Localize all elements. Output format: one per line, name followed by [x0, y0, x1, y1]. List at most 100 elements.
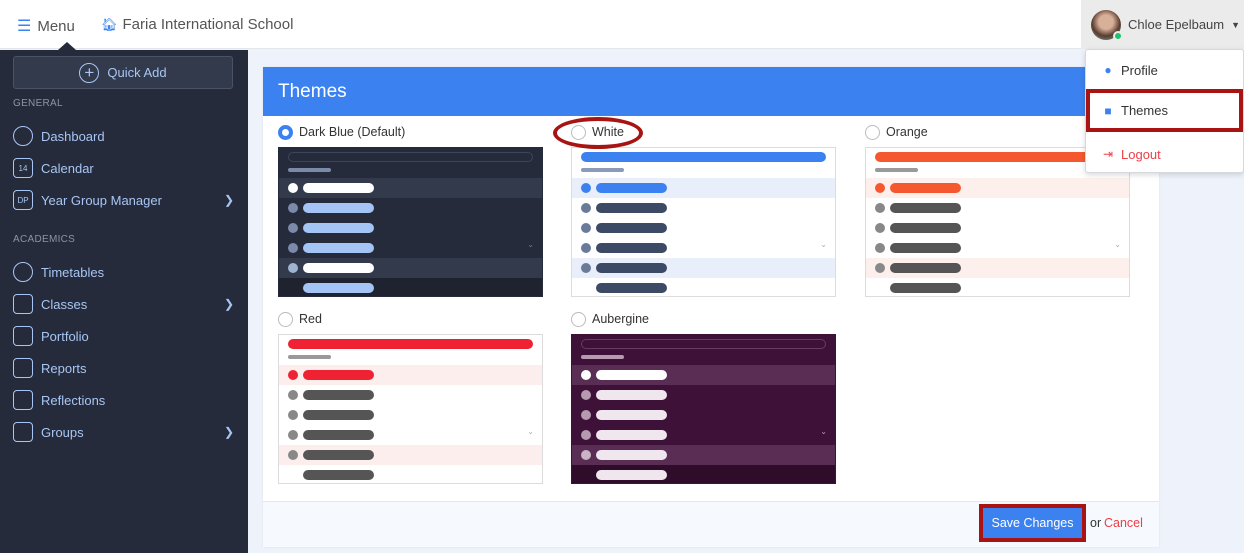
- themes-label: Themes: [1121, 103, 1168, 118]
- chevron-down-icon: ⌄: [1114, 240, 1121, 249]
- highlight-circle: [553, 117, 643, 149]
- preview-bar: [596, 430, 667, 440]
- caret-down-icon: ▼: [1231, 19, 1241, 30]
- chevron-down-icon: ⌄: [527, 427, 534, 436]
- theme-preview[interactable]: ⌄: [278, 334, 543, 484]
- sidebar-item-dashboard[interactable]: Dashboard: [13, 124, 238, 148]
- preview-bar: [303, 370, 374, 380]
- cancel-link[interactable]: Cancel: [1104, 516, 1143, 530]
- theme-preview[interactable]: ⌄: [278, 147, 543, 297]
- dp-book-icon: DP: [13, 190, 33, 210]
- theme-option-aubergine[interactable]: Aubergine ⌄: [571, 310, 836, 484]
- sidebar-item-label: Timetables: [41, 264, 105, 280]
- user-menu-toggle[interactable]: Chloe Epelbaum ▼: [1081, 0, 1244, 49]
- preview-row: [279, 278, 542, 296]
- home-icon: 🏠︎: [101, 16, 118, 32]
- sidebar-item-label: Calendar: [41, 160, 94, 176]
- preview-dot: [288, 410, 298, 420]
- preview-row: [572, 445, 835, 465]
- preview-bar: [890, 283, 961, 293]
- menu-item-logout[interactable]: ⇥ Logout: [1086, 134, 1243, 174]
- preview-dot: [581, 370, 591, 380]
- sidebar-item-timetables[interactable]: Timetables: [13, 260, 238, 284]
- preview-dot: [581, 450, 591, 460]
- theme-option-white[interactable]: White ⌄: [571, 123, 836, 297]
- preview-dot: [581, 223, 591, 233]
- school-name: Faria International School: [122, 16, 294, 33]
- preview-row: [279, 218, 542, 238]
- hamburger-icon: ☰: [17, 18, 32, 35]
- preview-dot: [288, 390, 298, 400]
- theme-radio[interactable]: [865, 124, 880, 140]
- theme-preview[interactable]: ⌄: [571, 334, 836, 484]
- menu-caret: [58, 42, 76, 50]
- section-heading: GENERAL: [13, 98, 63, 109]
- sidebar-item-groups[interactable]: Groups ❯: [13, 420, 238, 444]
- or-text: or: [1090, 516, 1102, 530]
- theme-option-orange[interactable]: Orange ⌄: [865, 123, 1130, 297]
- preview-sub-bar: [581, 168, 624, 172]
- preview-header-bar: [288, 152, 533, 162]
- preview-bar: [303, 223, 374, 233]
- school-link[interactable]: 🏠︎ Faria International School: [101, 16, 293, 33]
- sidebar-item-portfolio[interactable]: Portfolio: [13, 324, 238, 348]
- preview-bar: [596, 470, 667, 480]
- theme-option-dark[interactable]: Dark Blue (Default) ⌄: [278, 123, 543, 297]
- theme-radio[interactable]: [571, 311, 586, 327]
- preview-row: ⌄: [572, 238, 835, 258]
- panel-title: Themes: [263, 67, 1159, 116]
- preview-bar: [303, 390, 374, 400]
- preview-dot: [581, 390, 591, 400]
- preview-row: [572, 385, 835, 405]
- menu-item-profile[interactable]: ● Profile: [1086, 50, 1243, 90]
- menu-button[interactable]: ☰ Menu: [17, 16, 75, 36]
- preview-bar: [596, 263, 667, 273]
- theme-radio[interactable]: [278, 311, 293, 327]
- preview-row: [279, 385, 542, 405]
- theme-preview[interactable]: ⌄: [571, 147, 836, 297]
- clock-icon: [13, 262, 33, 282]
- theme-radio[interactable]: [278, 124, 293, 140]
- preview-bar: [303, 430, 374, 440]
- sidebar-item-reflections[interactable]: Reflections: [13, 388, 238, 412]
- save-changes-button[interactable]: Save Changes: [979, 504, 1086, 542]
- chevron-right-icon: ❯: [223, 193, 234, 207]
- preview-header-bar: [581, 339, 826, 349]
- preview-dot: [288, 370, 298, 380]
- preview-header-bar: [288, 339, 533, 349]
- preview-row: [572, 178, 835, 198]
- preview-row: [572, 258, 835, 278]
- book-icon: [13, 294, 33, 314]
- preview-header-bar: [581, 152, 826, 162]
- preview-dot: [581, 183, 591, 193]
- sidebar-item-reports[interactable]: Reports: [13, 356, 238, 380]
- preview-dot: [288, 223, 298, 233]
- plus-circle-icon: +: [79, 62, 100, 83]
- preview-dot: [288, 263, 298, 273]
- preview-sub-bar: [288, 355, 331, 359]
- sidebar-item-classes[interactable]: Classes ❯: [13, 292, 238, 316]
- theme-label: Dark Blue (Default): [299, 125, 406, 139]
- preview-bar: [303, 183, 374, 193]
- preview-row: [279, 465, 542, 483]
- menu-label: Menu: [37, 17, 75, 35]
- briefcase-icon: [13, 326, 33, 346]
- sidebar-item-label: Portfolio: [41, 328, 89, 344]
- preview-bar: [890, 243, 961, 253]
- sidebar-item-label: Reports: [41, 360, 87, 376]
- theme-preview[interactable]: ⌄: [865, 147, 1130, 297]
- preview-bar: [890, 263, 961, 273]
- sidebar-item-label: Groups: [41, 424, 84, 440]
- theme-label: Orange: [886, 125, 928, 139]
- theme-option-red[interactable]: Red ⌄: [278, 310, 543, 484]
- preview-row: [279, 198, 542, 218]
- quick-add-button[interactable]: + Quick Add: [13, 56, 233, 89]
- preview-bar: [596, 243, 667, 253]
- sidebar-item-calendar[interactable]: 14 Calendar: [13, 156, 238, 180]
- sidebar-item-year-group-manager[interactable]: DP Year Group Manager ❯: [13, 188, 238, 212]
- top-bar: ☰ Menu 🏠︎ Faria International School Chloe…: [0, 0, 1244, 49]
- preview-bar: [596, 183, 667, 193]
- preview-row: [572, 365, 835, 385]
- menu-item-themes[interactable]: ■ Themes: [1086, 89, 1243, 132]
- preview-row: [866, 178, 1129, 198]
